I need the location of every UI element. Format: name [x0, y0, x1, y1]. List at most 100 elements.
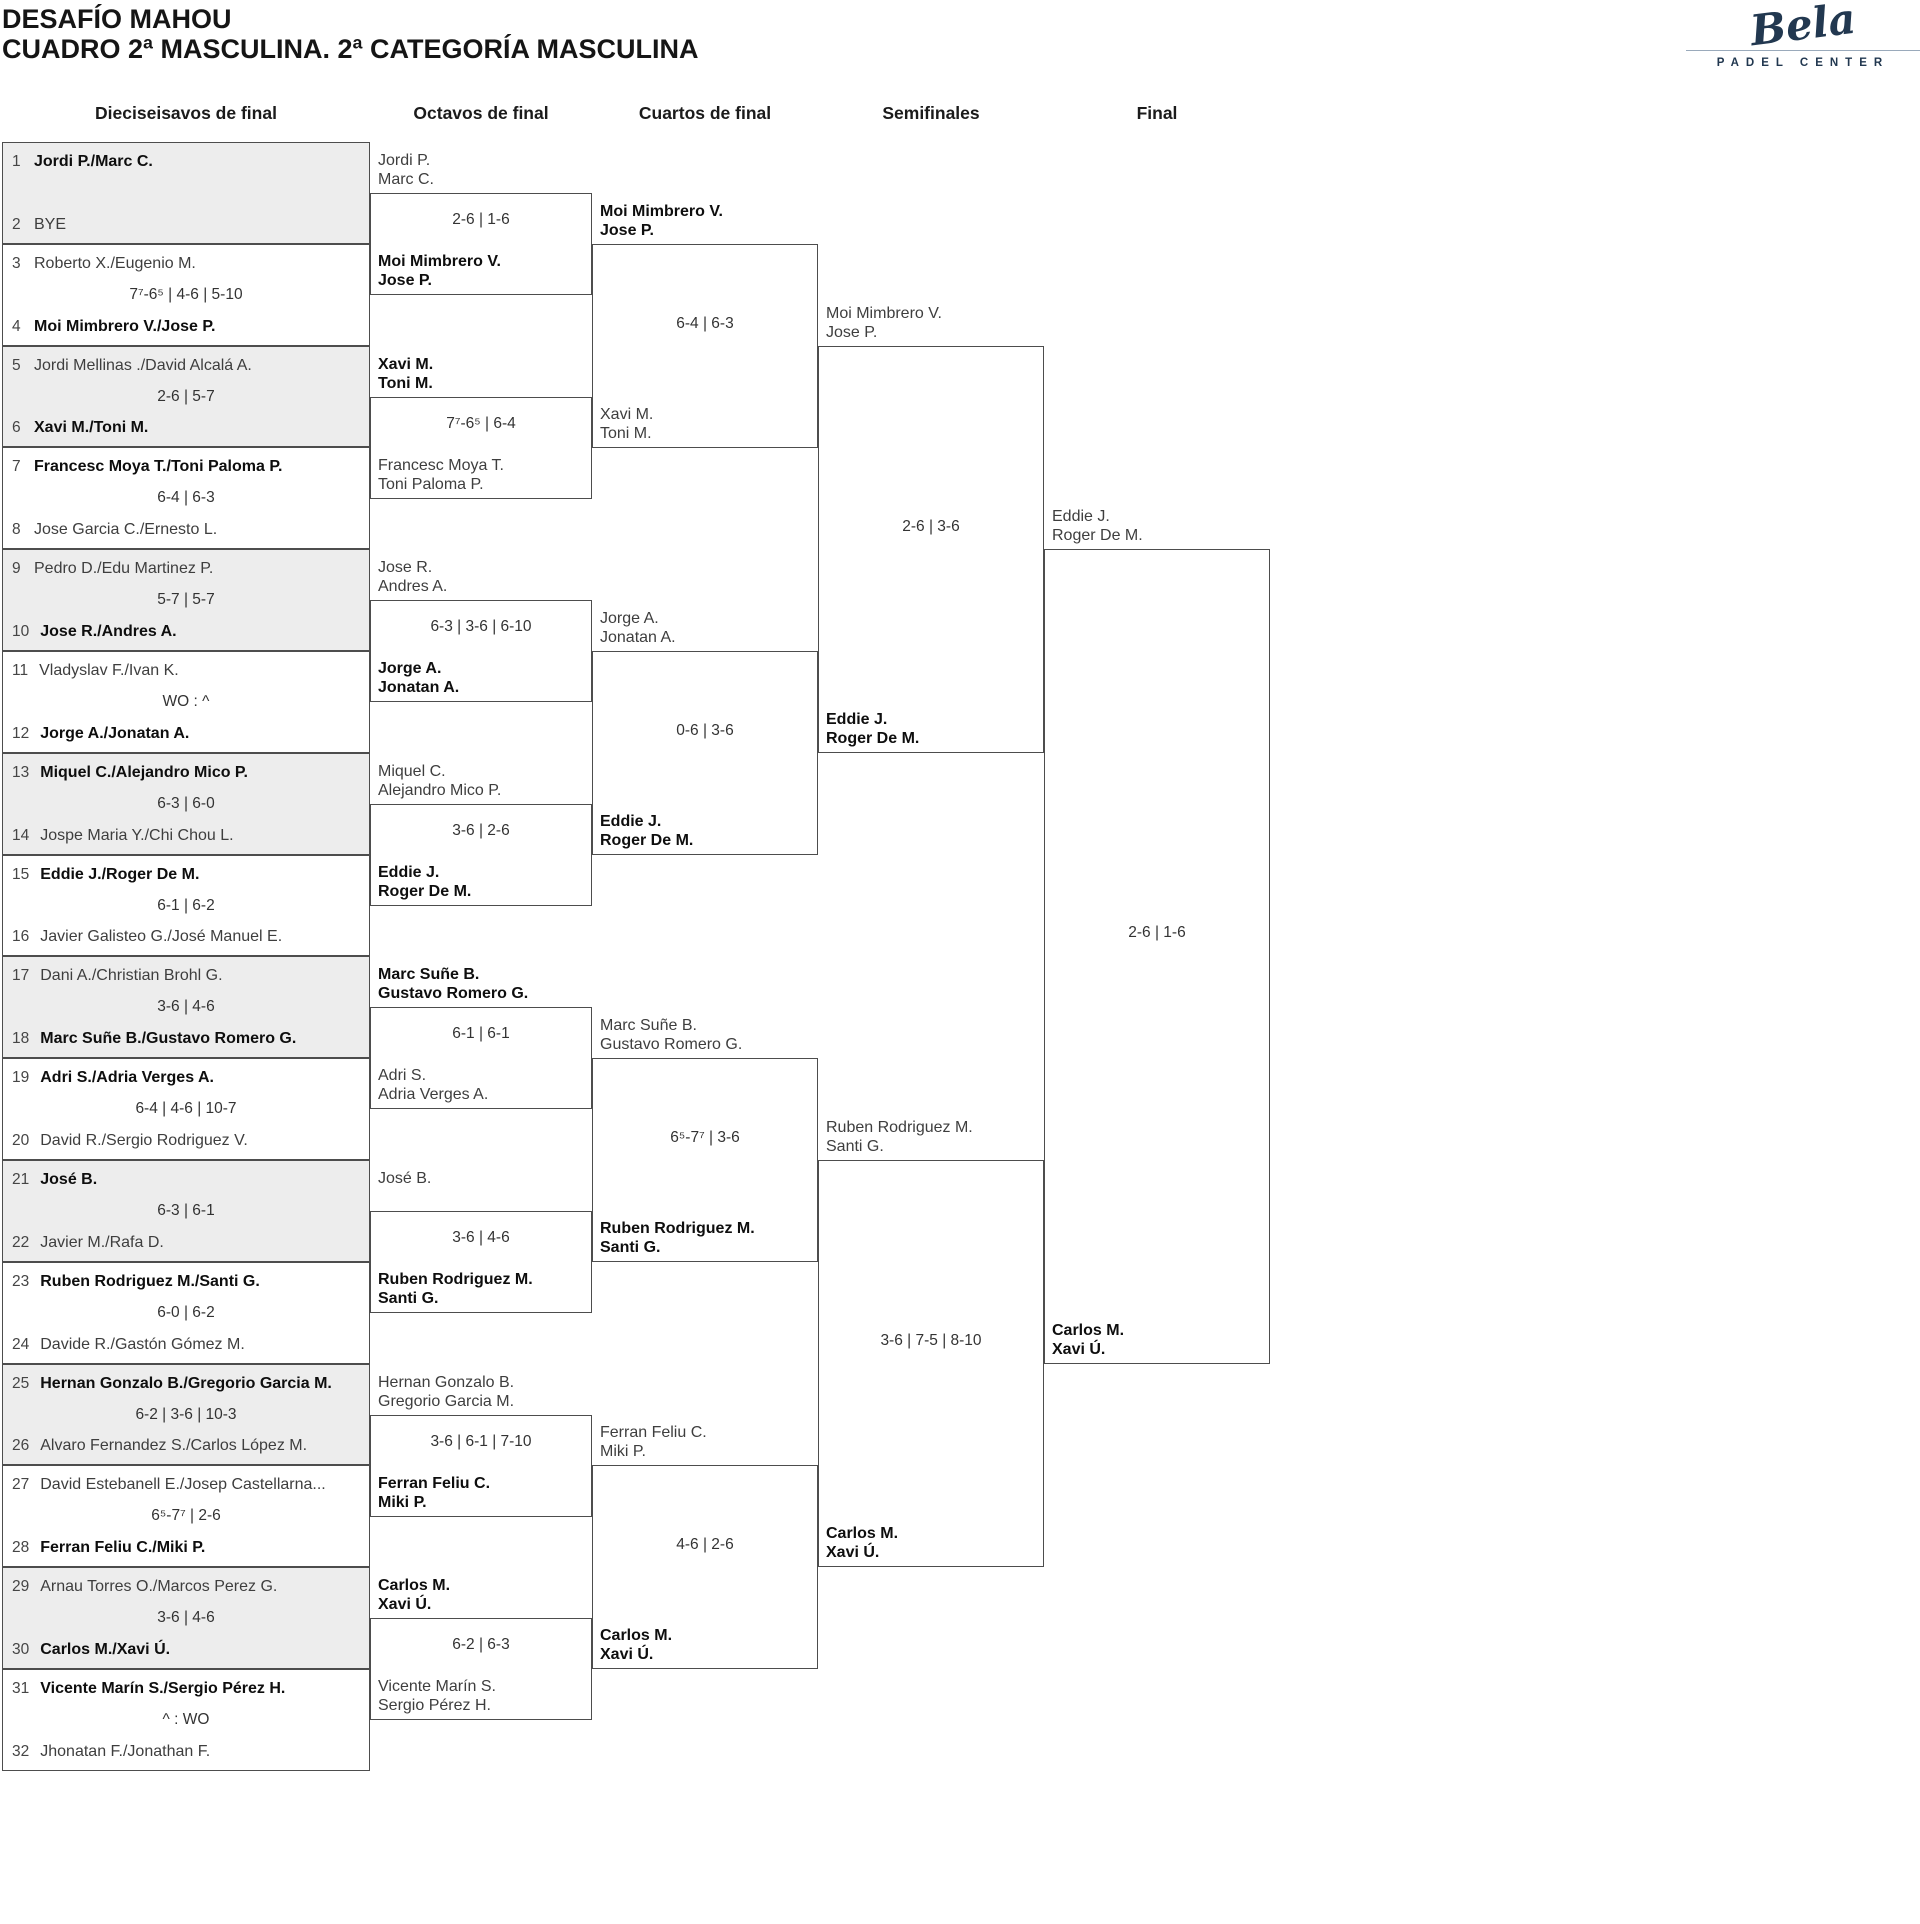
match-score: 3-6 | 4-6	[157, 1609, 215, 1626]
match-score	[3, 183, 369, 203]
team-name: Roger De M.	[378, 883, 472, 900]
entry-number: 24	[12, 1336, 30, 1353]
team-top: Moi Mimbrero V. Jose P.	[600, 202, 723, 240]
team-top: Marc Suñe B. Gustavo Romero G.	[600, 1016, 742, 1054]
team-bottom: Moi Mimbrero V. Jose P.	[378, 252, 501, 290]
team-name: Carlos M.	[600, 1627, 673, 1644]
team-name: Jose P.	[378, 272, 432, 289]
entry-name: Jose Garcia C./Ernesto L.	[34, 521, 218, 538]
team-name: Roger De M.	[1052, 527, 1143, 544]
match-score: 6-3 | 3-6 | 6-10	[430, 618, 532, 635]
team-top: Ferran Feliu C. Miki P.	[600, 1423, 707, 1461]
team-bottom: Eddie J. Roger De M.	[600, 812, 693, 850]
team-top: Moi Mimbrero V. Jose P.	[826, 304, 942, 342]
match-score: WO : ^	[162, 693, 210, 710]
entry-name: Moi Mimbrero V./Jose P.	[34, 318, 216, 335]
entry-name: David R./Sergio Rodriguez V.	[40, 1132, 248, 1149]
team-name: Jonatan A.	[600, 629, 676, 646]
final-match: Eddie J. Roger De M. 2-6 | 1-6 Carlos M. X…	[1044, 508, 1270, 1364]
qf-match-3: Marc Suñe B. Gustavo Romero G. 6⁵-7⁷ | 3-…	[592, 1017, 818, 1262]
entry-number: 27	[12, 1476, 30, 1493]
entry-number: 28	[12, 1539, 30, 1556]
entry-number: 9	[12, 560, 21, 577]
match-score: 6-1 | 6-2	[157, 896, 215, 914]
team-name: Andres A.	[378, 578, 448, 595]
entry-number: 30	[12, 1641, 30, 1658]
team-name: Santi G.	[826, 1138, 884, 1155]
entry-name: Alvaro Fernandez S./Carlos López M.	[40, 1437, 308, 1454]
entry-number: 17	[12, 967, 30, 984]
entry-name: David Estebanell E./Josep Castellarna...	[40, 1476, 326, 1493]
r16-match-6: José B. 3-6 | 4-6 Ruben Rodriguez M. Sant…	[370, 1170, 592, 1313]
entry-number: 21	[12, 1171, 30, 1188]
team-bottom: Eddie J. Roger De M.	[378, 863, 471, 901]
r32-pair-15: 29 Arnau Torres O./Marcos Perez G. 3-6 | …	[2, 1567, 370, 1669]
match-score: 3-6 | 4-6	[452, 1229, 510, 1246]
team-name: Jorge A.	[600, 610, 659, 627]
team-name: Moi Mimbrero V.	[600, 203, 723, 220]
team-name: Jonatan A.	[378, 679, 460, 696]
entry-number: 12	[12, 725, 30, 742]
match-score: 2-6 | 1-6	[1128, 924, 1186, 941]
round-header-qf: Cuartos de final	[638, 103, 772, 123]
match-score: ^ : WO	[162, 1711, 210, 1728]
team-name: Francesc Moya T.	[378, 457, 504, 474]
logo: Bela PADEL CENTER	[1686, 0, 1920, 69]
round-header-r16: Octavos de final	[413, 103, 549, 123]
entry-number: 31	[12, 1680, 30, 1697]
team-name: Ferran Feliu C.	[378, 1475, 491, 1492]
team-name: Miki P.	[600, 1443, 646, 1460]
team-name	[378, 1188, 431, 1207]
team-name: Xavi Ú.	[1052, 1341, 1106, 1358]
r32-pair-4: 7 Francesc Moya T./Toni Paloma P. 6-4 | 6…	[2, 447, 370, 549]
round-header-final: Final	[1136, 103, 1178, 123]
match-score: 5-7 | 5-7	[157, 591, 215, 608]
entry-name: Jhonatan F./Jonathan F.	[40, 1743, 211, 1760]
match-score: 2-6 | 1-6	[452, 211, 510, 228]
team-top: Ruben Rodriguez M. Santi G.	[826, 1118, 973, 1156]
entry-name: Ferran Feliu C./Miki P.	[40, 1539, 206, 1556]
team-name: Xavi M.	[378, 356, 434, 373]
entry-name: Hernan Gonzalo B./Gregorio Garcia M.	[40, 1375, 332, 1392]
team-name: Moi Mimbrero V.	[378, 253, 501, 270]
match-score: 6-2 | 3-6 | 10-3	[135, 1405, 237, 1423]
logo-caption: PADEL CENTER	[1716, 57, 1890, 69]
r32-pair-11: 21 José B. 6-3 | 6-1 22 Javier M./Rafa D.	[2, 1160, 370, 1262]
team-bottom: Vicente Marín S. Sergio Pérez H.	[378, 1677, 496, 1715]
team-name: Gustavo Romero G.	[600, 1036, 743, 1053]
team-name: Miquel C.	[378, 763, 446, 780]
team-bottom: Carlos M. Xavi Ú.	[1052, 1321, 1124, 1359]
match-score: 2-6 | 3-6	[902, 518, 960, 535]
entry-name: Xavi M./Toni M.	[34, 419, 149, 436]
match-score: 6⁵-7⁷ | 2-6	[151, 1507, 221, 1524]
entry-number: 20	[12, 1132, 30, 1149]
team-name: Jose P.	[600, 222, 654, 239]
team-name: Xavi Ú.	[600, 1646, 654, 1663]
team-top: Miquel C. Alejandro Mico P.	[378, 762, 501, 800]
match-score: 2-6 | 5-7	[157, 387, 215, 405]
qf-match-1: Moi Mimbrero V. Jose P. 6-4 | 6-3 Xavi M.…	[592, 203, 818, 448]
r32-pair-6: 11 Vladyslav F./Ivan K. WO : ^ 12 Jorge A.…	[2, 651, 370, 753]
entry-number: 11	[12, 662, 29, 679]
entry-name: Jordi Mellinas ./David Alcalá A.	[34, 357, 252, 374]
r32-pair-8: 15 Eddie J./Roger De M. 6-1 | 6-2 16 Javie…	[2, 855, 370, 956]
entry-number: 15	[12, 866, 30, 883]
entry-number: 19	[12, 1069, 30, 1086]
team-name: Vicente Marín S.	[378, 1678, 496, 1695]
logo-divider	[1686, 50, 1920, 51]
r32-pair-12: 23 Ruben Rodriguez M./Santi G. 6-0 | 6-2 …	[2, 1262, 370, 1364]
entry-number: 16	[12, 928, 30, 945]
entry-name: Eddie J./Roger De M.	[40, 866, 200, 883]
team-name: Carlos M.	[826, 1525, 899, 1542]
sf-match-2: Ruben Rodriguez M. Santi G. 3-6 | 7-5 | 8…	[818, 1119, 1044, 1567]
team-bottom: Carlos M. Xavi Ú.	[826, 1524, 898, 1562]
team-name: Moi Mimbrero V.	[826, 305, 942, 322]
team-name: Ruben Rodriguez M.	[600, 1220, 755, 1237]
entry-name: BYE	[34, 216, 67, 233]
r16-match-3: Jose R. Andres A. 6-3 | 3-6 | 6-10 Jorge …	[370, 559, 592, 702]
team-name: Jose R.	[378, 559, 433, 576]
team-top: Jorge A. Jonatan A.	[600, 609, 676, 647]
match-score: 6⁵-7⁷ | 3-6	[670, 1129, 740, 1146]
entry-number: 22	[12, 1234, 30, 1251]
